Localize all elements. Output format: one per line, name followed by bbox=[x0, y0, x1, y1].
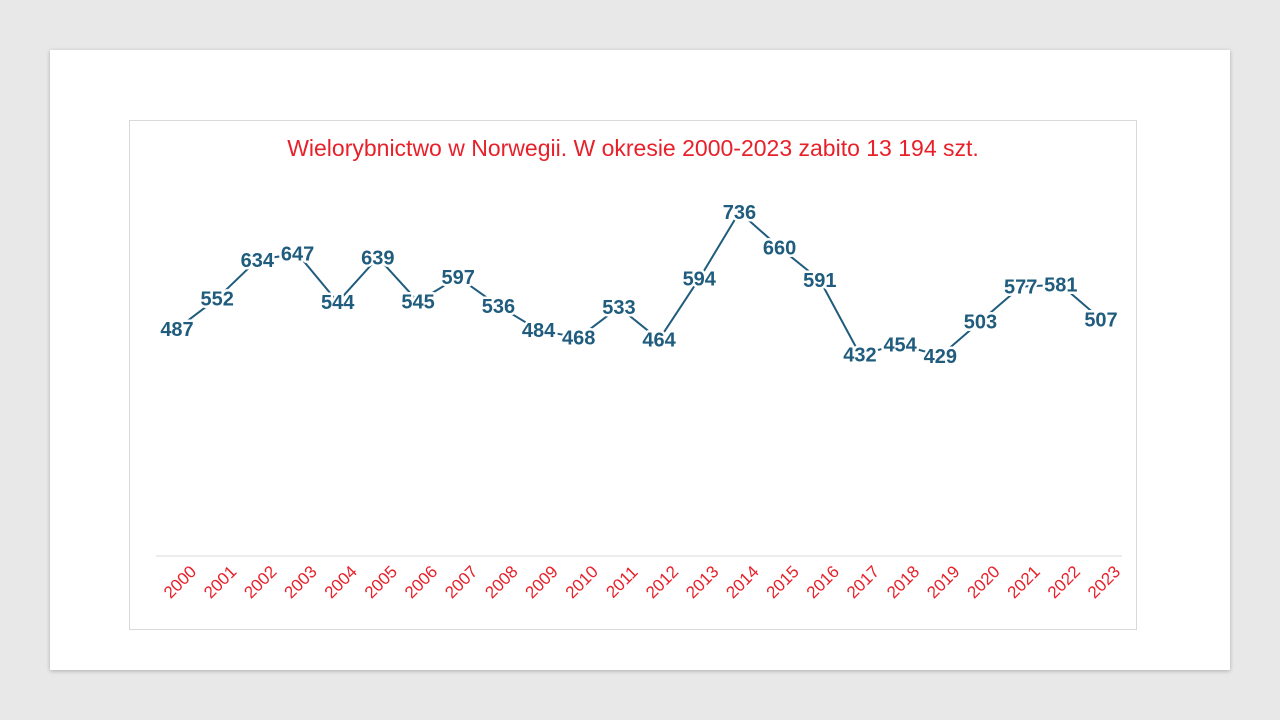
chart-title: Wielorybnictwo w Norwegii. W okresie 200… bbox=[287, 135, 979, 161]
data-label: 454 bbox=[883, 334, 917, 356]
data-label: 536 bbox=[482, 296, 515, 318]
data-label: 597 bbox=[442, 267, 475, 289]
x-tick-label: 2021 bbox=[1004, 562, 1044, 602]
series-line bbox=[176, 211, 1102, 357]
x-tick-label: 2000 bbox=[160, 562, 200, 602]
data-label: 660 bbox=[763, 238, 796, 260]
x-tick-label: 2005 bbox=[361, 562, 401, 602]
x-tick-label: 2004 bbox=[321, 562, 361, 602]
data-label: 647 bbox=[281, 244, 314, 266]
x-tick-label: 2012 bbox=[642, 562, 682, 602]
chart-area: Wielorybnictwo w Norwegii. W okresie 200… bbox=[129, 120, 1137, 630]
x-tick-label: 2020 bbox=[963, 562, 1003, 602]
data-label: 507 bbox=[1084, 309, 1117, 331]
data-label: 503 bbox=[964, 311, 997, 333]
data-label: 639 bbox=[361, 247, 394, 269]
data-label: 432 bbox=[843, 345, 876, 367]
x-tick-label: 2018 bbox=[883, 562, 923, 602]
slide: Wielorybnictwo w Norwegii. W okresie 200… bbox=[50, 50, 1230, 670]
x-tick-label: 2023 bbox=[1084, 562, 1124, 602]
data-label: 591 bbox=[803, 270, 836, 292]
data-label: 533 bbox=[602, 297, 635, 319]
data-label: 594 bbox=[683, 269, 717, 291]
data-label: 577 bbox=[1004, 277, 1037, 299]
x-tick-label: 2010 bbox=[562, 562, 602, 602]
data-label: 487 bbox=[160, 319, 193, 341]
data-label: 429 bbox=[924, 346, 957, 368]
x-tick-label: 2006 bbox=[401, 562, 441, 602]
data-label: 484 bbox=[522, 320, 556, 342]
x-tick-label: 2001 bbox=[200, 562, 240, 602]
x-tick-label: 2013 bbox=[682, 562, 722, 602]
data-label: 545 bbox=[401, 292, 434, 314]
x-tick-label: 2022 bbox=[1044, 562, 1084, 602]
x-tick-label: 2002 bbox=[240, 562, 280, 602]
x-tick-label: 2011 bbox=[602, 562, 641, 601]
x-tick-label: 2019 bbox=[923, 562, 963, 602]
data-label: 634 bbox=[241, 250, 275, 272]
x-tick-label: 2015 bbox=[763, 562, 803, 602]
line-chart: 487 552 634 647 544 639 545 597 536 484 468 533 464 5… bbox=[156, 200, 1124, 602]
x-tick-label: 2017 bbox=[843, 562, 883, 602]
data-label: 736 bbox=[723, 202, 756, 224]
data-label: 581 bbox=[1044, 275, 1077, 297]
x-tick-label: 2016 bbox=[803, 562, 843, 602]
data-label: 468 bbox=[562, 328, 595, 350]
data-label: 544 bbox=[321, 292, 355, 314]
x-tick-label: 2009 bbox=[522, 562, 562, 602]
x-tick-label: 2003 bbox=[281, 562, 321, 602]
x-tick-label: 2008 bbox=[481, 562, 521, 602]
x-tick-label: 2007 bbox=[441, 562, 481, 602]
data-label: 464 bbox=[642, 330, 676, 352]
data-label: 552 bbox=[200, 288, 233, 310]
x-tick-label: 2014 bbox=[722, 562, 762, 602]
